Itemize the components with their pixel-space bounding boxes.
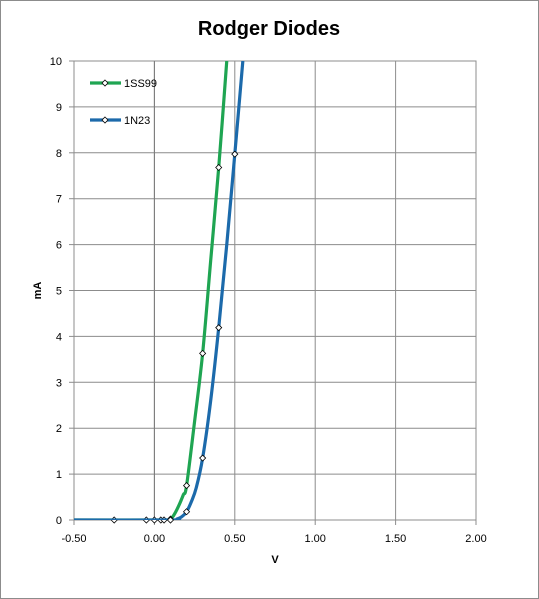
- x-axis-ticks: -0.50 0.00 0.50 1.00 1.50 2.00: [61, 520, 487, 545]
- legend-item-1N23: 1N23: [90, 115, 150, 127]
- data-point-1SS99: [182, 482, 191, 490]
- legend-marker: [101, 79, 109, 87]
- legend-item-1SS99: 1SS99: [90, 78, 157, 90]
- y-tick-label: 4: [56, 331, 62, 343]
- x-tick-label: -0.50: [61, 533, 86, 545]
- data-point-1N23: [231, 150, 239, 158]
- y-tick-label: 6: [56, 240, 62, 252]
- series-1N23: [74, 61, 245, 524]
- y-axis-title: mA: [32, 282, 44, 300]
- y-tick-label: 10: [50, 56, 62, 68]
- x-axis-title: V: [271, 554, 279, 566]
- legend-label: 1N23: [124, 115, 150, 127]
- series-line-1SS99: [74, 61, 229, 520]
- data-point-1N23: [199, 454, 207, 462]
- data-point-1SS99: [215, 163, 223, 172]
- y-tick-label: 7: [56, 194, 62, 206]
- data-point-1N23: [215, 324, 223, 332]
- x-tick-label: 2.00: [465, 533, 486, 545]
- chart-title: Rodger Diodes: [198, 18, 340, 40]
- y-axis-ticks: 0 1 2 3 4 5 6 7 8 9 10: [50, 56, 74, 527]
- x-tick-label: 1.50: [385, 533, 406, 545]
- y-tick-label: 5: [56, 286, 62, 298]
- y-tick-label: 3: [56, 377, 62, 389]
- data-point-1N23: [166, 516, 175, 524]
- series-line-1N23: [74, 61, 245, 520]
- legend-marker: [101, 116, 109, 124]
- x-tick-label: 1.00: [304, 533, 325, 545]
- legend-label: 1SS99: [124, 78, 157, 90]
- gridlines: [73, 60, 477, 521]
- y-tick-label: 1: [56, 469, 62, 481]
- x-tick-label: 0.50: [224, 533, 245, 545]
- y-tick-label: 9: [56, 102, 62, 114]
- x-tick-label: 0.00: [144, 533, 165, 545]
- series-layer: [74, 61, 245, 524]
- legend: 1SS99 1N23: [90, 78, 157, 127]
- data-point-1N23: [182, 508, 191, 516]
- data-point-1SS99: [199, 349, 207, 357]
- y-tick-label: 0: [56, 515, 62, 527]
- y-tick-label: 8: [56, 148, 62, 160]
- y-tick-label: 2: [56, 423, 62, 435]
